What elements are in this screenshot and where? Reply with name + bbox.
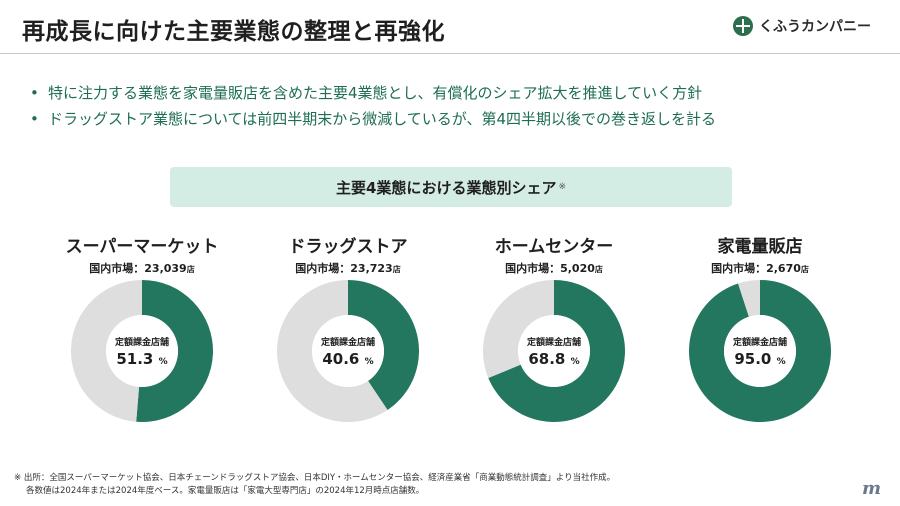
segment-header: スーパーマーケット 国内市場：23,039店 bbox=[47, 232, 237, 276]
market-label: 国内市場：23,723 bbox=[295, 262, 393, 275]
section-banner: 主要4業態における業態別シェア ※ bbox=[170, 167, 732, 207]
donut-slice-subscribed bbox=[136, 280, 213, 422]
header-divider bbox=[0, 53, 900, 54]
center-label: 定額課金店舗 bbox=[320, 337, 375, 348]
market-label: 国内市場：2,670 bbox=[711, 262, 801, 275]
segment-header: ホームセンター 国内市場：5,020店 bbox=[459, 232, 649, 276]
center-label: 定額課金店舗 bbox=[114, 337, 169, 348]
segment-header: ドラッグストア 国内市場：23,723店 bbox=[253, 232, 443, 276]
donut-svg bbox=[483, 280, 625, 422]
percent-sign: % bbox=[364, 356, 374, 367]
donut-hole bbox=[518, 315, 590, 387]
donut-svg bbox=[71, 280, 213, 422]
footnote-line: 各数値は2024年または2024年度ベース。家電量販店は「家電大型専門店」の20… bbox=[26, 486, 425, 496]
donut-center: 定額課金店舗 95.0 % bbox=[689, 280, 831, 422]
donut-slice-other bbox=[483, 280, 554, 378]
share-number: 95.0 bbox=[734, 349, 772, 368]
bullet-dot-icon: • bbox=[30, 84, 39, 102]
donut-chart: 定額課金店舗 68.8 % bbox=[483, 280, 625, 422]
share-number: 40.6 bbox=[322, 349, 360, 368]
market-unit: 店 bbox=[186, 265, 195, 274]
market-label: 国内市場：23,039 bbox=[89, 262, 187, 275]
percent-sign: % bbox=[776, 356, 786, 367]
share-number: 68.8 bbox=[528, 349, 566, 368]
share-value: 68.8 % bbox=[528, 350, 579, 368]
bullet-text: ドラッグストア業態については前四半期末から微減しているが、第4四半期以後での巻き… bbox=[48, 110, 717, 128]
market-unit: 店 bbox=[800, 265, 809, 274]
donut-slice-other bbox=[71, 280, 142, 422]
donut-hole bbox=[312, 315, 384, 387]
donut-center: 定額課金店舗 51.3 % bbox=[71, 280, 213, 422]
watermark-logo: m bbox=[862, 478, 882, 499]
banner-note: ※ bbox=[558, 182, 566, 192]
market-unit: 店 bbox=[594, 265, 603, 274]
bullet-item: • ドラッグストア業態については前四半期末から微減しているが、第4四半期以後での巻… bbox=[30, 106, 716, 132]
segment-name: スーパーマーケット bbox=[65, 237, 219, 257]
donut-hole bbox=[724, 315, 796, 387]
center-label: 定額課金店舗 bbox=[526, 337, 581, 348]
donut-slice-other bbox=[738, 280, 760, 317]
market-size: 国内市場：23,039店 bbox=[47, 260, 237, 276]
donut-chart: 定額課金店舗 51.3 % bbox=[71, 280, 213, 422]
donut-slice-subscribed bbox=[488, 280, 625, 422]
banner-title: 主要4業態における業態別シェア bbox=[336, 178, 557, 197]
donut-center: 定額課金店舗 40.6 % bbox=[277, 280, 419, 422]
bullet-text: 特に注力する業態を家電量販店を含めた主要4業態とし、有償化のシェア拡大を推進して… bbox=[48, 84, 703, 102]
bullet-item: • 特に注力する業態を家電量販店を含めた主要4業態とし、有償化のシェア拡大を推進し… bbox=[30, 80, 716, 106]
percent-sign: % bbox=[158, 356, 168, 367]
segment-header: 家電量販店 国内市場：2,670店 bbox=[665, 232, 855, 276]
footnote-line: ※ 出所：全国スーパーマーケット協会、日本チェーンドラッグストア協会、日本DIY… bbox=[14, 473, 616, 483]
donut-slice-subscribed bbox=[689, 280, 831, 422]
donut-center: 定額課金店舗 68.8 % bbox=[483, 280, 625, 422]
segment-name: 家電量販店 bbox=[717, 237, 803, 257]
page-title: 再成長に向けた主要業態の整理と再強化 bbox=[22, 19, 445, 45]
percent-sign: % bbox=[570, 356, 580, 367]
plus-logo-icon bbox=[733, 16, 753, 36]
market-size: 国内市場：2,670店 bbox=[665, 260, 855, 276]
share-number: 51.3 bbox=[116, 349, 154, 368]
company-logo: くふうカンパニー bbox=[733, 16, 871, 36]
market-unit: 店 bbox=[392, 265, 401, 274]
bullet-list: • 特に注力する業態を家電量販店を含めた主要4業態とし、有償化のシェア拡大を推進し… bbox=[30, 80, 716, 132]
share-value: 51.3 % bbox=[116, 350, 167, 368]
share-value: 40.6 % bbox=[322, 350, 373, 368]
donut-slice-other bbox=[277, 280, 388, 422]
source-footnote: ※ 出所：全国スーパーマーケット協会、日本チェーンドラッグストア協会、日本DIY… bbox=[14, 472, 615, 498]
bullet-dot-icon: • bbox=[30, 110, 39, 128]
market-label: 国内市場：5,020 bbox=[505, 262, 595, 275]
market-size: 国内市場：5,020店 bbox=[459, 260, 649, 276]
donut-svg bbox=[277, 280, 419, 422]
center-label: 定額課金店舗 bbox=[732, 337, 787, 348]
donut-slice-subscribed bbox=[348, 280, 419, 410]
logo-text: くふうカンパニー bbox=[759, 19, 871, 35]
donut-hole bbox=[106, 315, 178, 387]
donut-chart: 定額課金店舗 40.6 % bbox=[277, 280, 419, 422]
donut-chart: 定額課金店舗 95.0 % bbox=[689, 280, 831, 422]
segment-name: ドラッグストア bbox=[288, 237, 408, 257]
segment-name: ホームセンター bbox=[494, 237, 614, 257]
donut-svg bbox=[689, 280, 831, 422]
share-value: 95.0 % bbox=[734, 350, 785, 368]
market-size: 国内市場：23,723店 bbox=[253, 260, 443, 276]
